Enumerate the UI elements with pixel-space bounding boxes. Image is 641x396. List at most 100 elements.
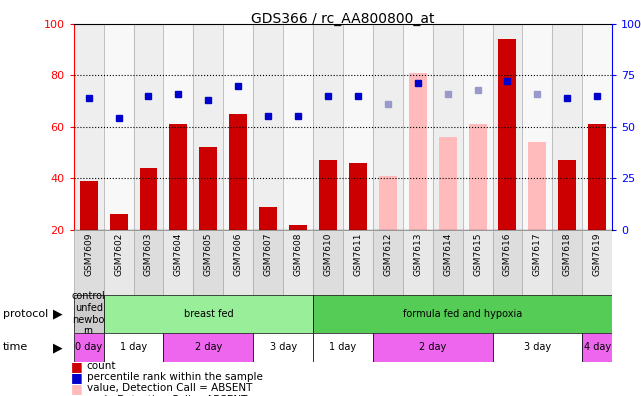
Text: control
unfed
newbo
rn: control unfed newbo rn [72, 291, 106, 336]
Bar [588, 124, 606, 230]
Bar [409, 73, 427, 230]
Bar [104, 24, 133, 230]
Bar [163, 333, 253, 362]
Bar [492, 333, 582, 362]
Bar [313, 295, 612, 333]
Bar [582, 230, 612, 295]
Text: ■: ■ [71, 371, 82, 384]
Bar [438, 137, 456, 230]
Bar [74, 295, 104, 333]
Text: GSM7606: GSM7606 [234, 233, 243, 276]
Bar [283, 24, 313, 230]
Bar [199, 147, 217, 230]
Bar [553, 230, 582, 295]
Bar [343, 230, 373, 295]
Bar [492, 24, 522, 230]
Bar [104, 295, 313, 333]
Bar [433, 230, 463, 295]
Bar [133, 24, 163, 230]
Bar [313, 333, 373, 362]
Bar [463, 230, 492, 295]
Text: count: count [87, 361, 116, 371]
Text: GSM7613: GSM7613 [413, 233, 422, 276]
Text: GSM7612: GSM7612 [383, 233, 392, 276]
Bar [499, 39, 517, 230]
Text: 1 day: 1 day [329, 343, 356, 352]
Text: GSM7604: GSM7604 [174, 233, 183, 276]
Bar [163, 230, 194, 295]
Text: breast fed: breast fed [183, 309, 233, 319]
Text: GSM7618: GSM7618 [563, 233, 572, 276]
Bar [313, 230, 343, 295]
Text: GSM7610: GSM7610 [324, 233, 333, 276]
Text: 2 day: 2 day [419, 343, 446, 352]
Text: GDS366 / rc_AA800800_at: GDS366 / rc_AA800800_at [251, 12, 435, 26]
Bar [469, 124, 487, 230]
Bar [373, 333, 492, 362]
Text: ■: ■ [71, 360, 82, 373]
Text: rank, Detection Call = ABSENT: rank, Detection Call = ABSENT [87, 394, 247, 396]
Bar [553, 24, 582, 230]
Text: 3 day: 3 day [270, 343, 297, 352]
Bar [528, 142, 546, 230]
Bar [403, 24, 433, 230]
Bar [492, 230, 522, 295]
Text: GSM7609: GSM7609 [84, 233, 93, 276]
Text: formula fed and hypoxia: formula fed and hypoxia [403, 309, 522, 319]
Bar [403, 230, 433, 295]
Bar [433, 24, 463, 230]
Bar [582, 24, 612, 230]
Text: ■: ■ [71, 393, 82, 396]
Bar [194, 230, 223, 295]
Bar [140, 168, 158, 230]
Bar [253, 24, 283, 230]
Bar [169, 124, 187, 230]
Text: GSM7605: GSM7605 [204, 233, 213, 276]
Bar [283, 230, 313, 295]
Bar [74, 333, 104, 362]
Text: GSM7616: GSM7616 [503, 233, 512, 276]
Text: GSM7602: GSM7602 [114, 233, 123, 276]
Bar [229, 114, 247, 230]
Bar [104, 333, 163, 362]
Bar [313, 24, 343, 230]
Bar [582, 333, 612, 362]
Bar [104, 230, 133, 295]
Text: time: time [3, 343, 28, 352]
Bar [259, 206, 277, 230]
Text: ▶: ▶ [53, 307, 62, 320]
Text: GSM7615: GSM7615 [473, 233, 482, 276]
Bar [343, 24, 373, 230]
Text: GSM7608: GSM7608 [294, 233, 303, 276]
Text: protocol: protocol [3, 309, 49, 319]
Text: GSM7607: GSM7607 [263, 233, 272, 276]
Text: GSM7617: GSM7617 [533, 233, 542, 276]
Text: GSM7611: GSM7611 [353, 233, 362, 276]
Bar [373, 24, 403, 230]
Bar [373, 230, 403, 295]
Bar [379, 175, 397, 230]
Text: GSM7614: GSM7614 [443, 233, 452, 276]
Bar [253, 333, 313, 362]
Bar [558, 160, 576, 230]
Bar [349, 163, 367, 230]
Text: GSM7603: GSM7603 [144, 233, 153, 276]
Bar [133, 230, 163, 295]
Text: 4 day: 4 day [584, 343, 611, 352]
Bar [163, 24, 194, 230]
Text: ▶: ▶ [53, 341, 62, 354]
Text: percentile rank within the sample: percentile rank within the sample [87, 372, 262, 383]
Bar [522, 24, 553, 230]
Bar [194, 24, 223, 230]
Bar [223, 230, 253, 295]
Bar [289, 225, 307, 230]
Bar [522, 230, 553, 295]
Bar [319, 160, 337, 230]
Bar [223, 24, 253, 230]
Text: 0 day: 0 day [75, 343, 102, 352]
Text: value, Detection Call = ABSENT: value, Detection Call = ABSENT [87, 383, 252, 394]
Text: 2 day: 2 day [195, 343, 222, 352]
Text: GSM7619: GSM7619 [593, 233, 602, 276]
Text: ■: ■ [71, 382, 82, 395]
Text: 1 day: 1 day [120, 343, 147, 352]
